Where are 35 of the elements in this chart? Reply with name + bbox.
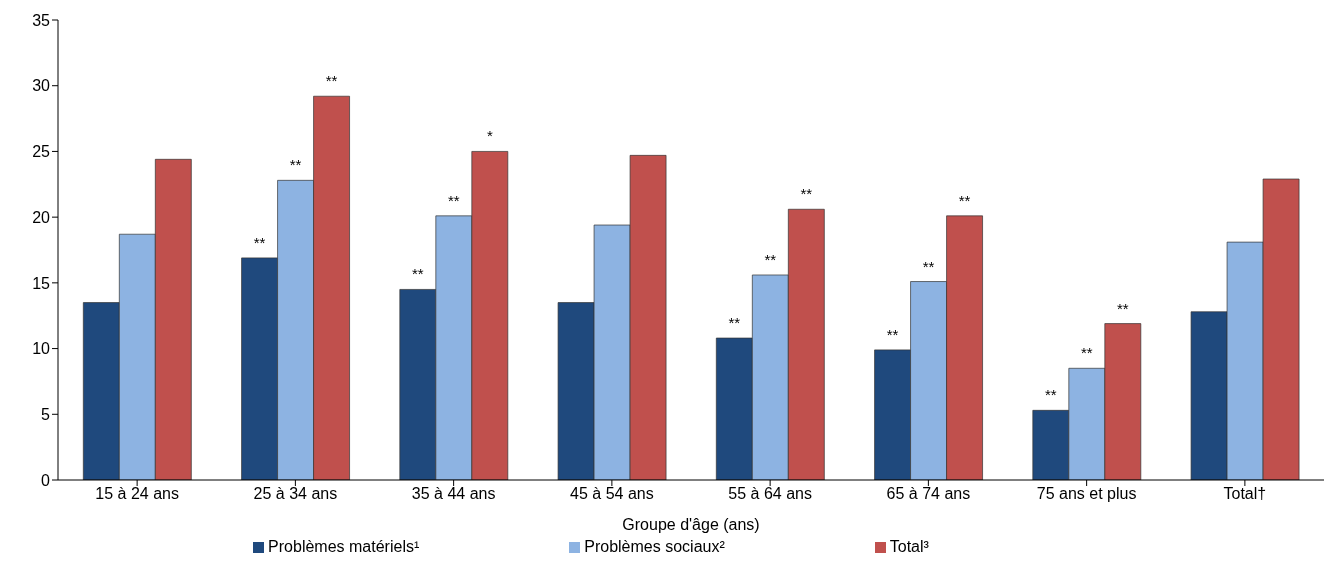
y-tick-label: 25: [32, 143, 51, 161]
x-tick-label: 75 ans et plus: [1036, 485, 1137, 503]
y-tick-label: 20: [32, 208, 51, 226]
data-label: **: [1080, 344, 1093, 362]
x-tick-label: 35 à 44 ans: [411, 485, 496, 503]
x-tick-label: 65 à 74 ans: [886, 485, 971, 503]
y-tick-label: 5: [41, 405, 51, 423]
y-tick-label: 15: [32, 274, 51, 292]
y-tick-label: 10: [32, 340, 51, 358]
legend-label: Total³: [889, 538, 929, 555]
legend-label: Problèmes sociaux²: [584, 538, 725, 555]
data-label: **: [764, 250, 777, 268]
data-label: **: [411, 265, 424, 283]
data-label: **: [1116, 299, 1129, 317]
data-label: **: [886, 325, 899, 343]
x-tick-label: 25 à 34 ans: [253, 485, 338, 503]
data-label: **: [922, 257, 935, 275]
data-label: **: [728, 314, 741, 332]
data-label: **: [1044, 386, 1057, 404]
data-label: **: [958, 191, 971, 209]
y-tick-label: 30: [32, 77, 51, 95]
x-tick-label: 45 à 54 ans: [570, 485, 654, 503]
x-axis-title: Groupe d'âge (ans): [622, 516, 760, 533]
legend-label: Problèmes matériels¹: [268, 538, 420, 555]
x-tick-label: Total†: [1223, 485, 1267, 503]
x-tick-label: 15 à 24 ans: [95, 485, 179, 503]
data-label: **: [289, 156, 302, 174]
x-tick-label: 55 à 64 ans: [728, 485, 812, 503]
data-label: **: [253, 233, 266, 251]
data-label: **: [800, 185, 813, 203]
data-label: **: [325, 72, 338, 90]
y-tick-label: 0: [41, 471, 51, 489]
data-label: *: [486, 127, 493, 145]
y-tick-label: 35: [32, 11, 51, 29]
data-label: **: [447, 191, 460, 209]
